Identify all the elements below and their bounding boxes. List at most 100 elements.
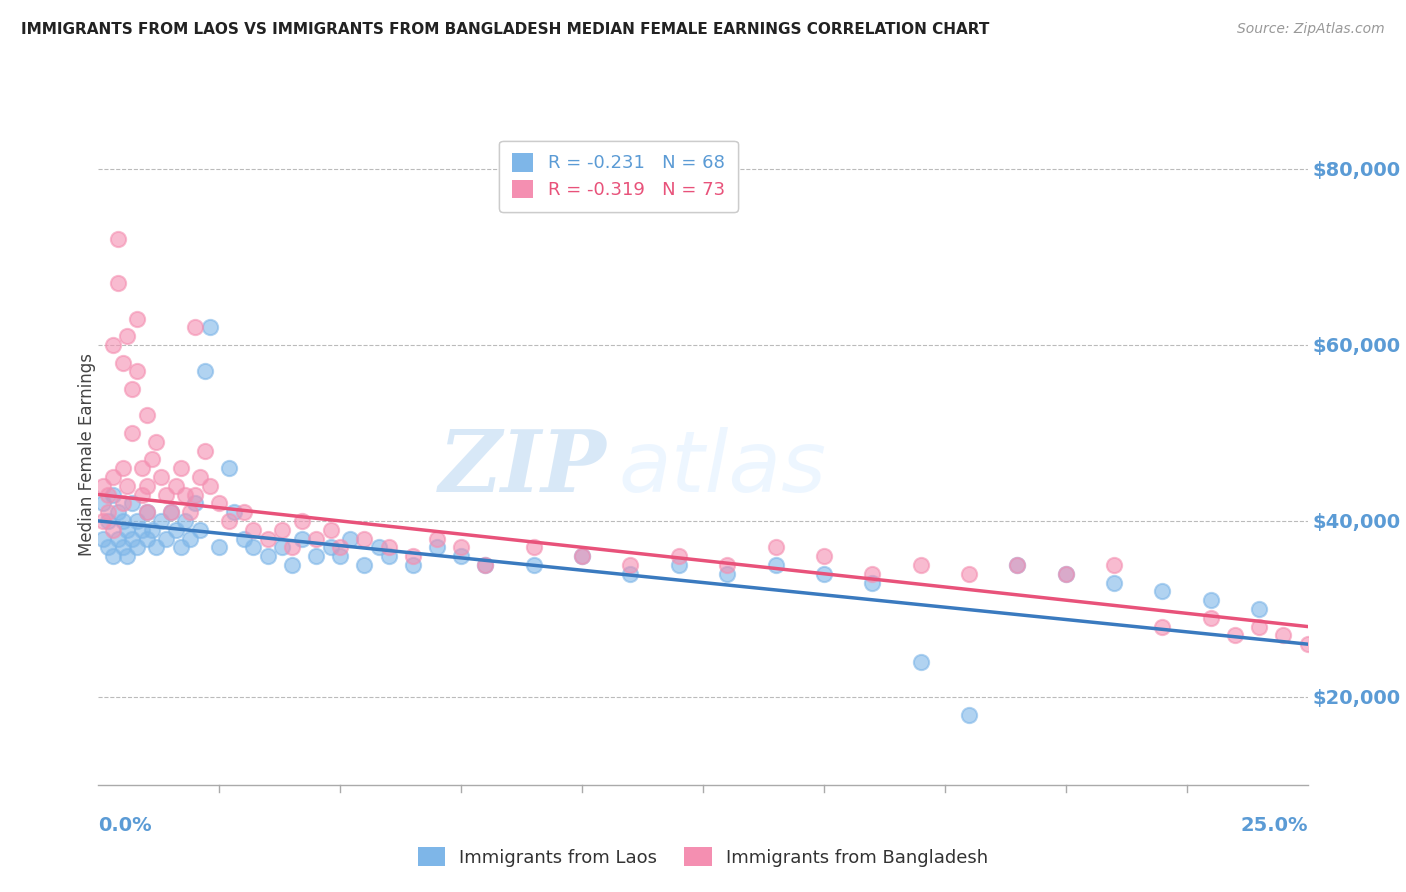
Point	[329, 549, 352, 563]
Point	[111, 514, 134, 528]
Point	[860, 575, 883, 590]
Point	[1249, 602, 1271, 616]
Text: atlas: atlas	[619, 426, 827, 509]
Point	[150, 470, 173, 484]
Point	[131, 487, 153, 501]
Point	[145, 434, 167, 449]
Point	[1199, 593, 1222, 607]
Point	[339, 532, 361, 546]
Point	[668, 549, 690, 563]
Point	[716, 558, 738, 572]
Point	[145, 541, 167, 555]
Point	[135, 409, 157, 423]
Point	[426, 541, 449, 555]
Point	[232, 532, 254, 546]
Point	[377, 541, 399, 555]
Point	[271, 541, 294, 555]
Point	[91, 532, 114, 546]
Point	[194, 443, 217, 458]
Point	[208, 496, 231, 510]
Point	[107, 232, 129, 246]
Point	[1007, 558, 1029, 572]
Point	[111, 355, 134, 369]
Point	[91, 496, 114, 510]
Point	[155, 532, 177, 546]
Point	[188, 470, 211, 484]
Point	[1152, 584, 1174, 599]
Point	[474, 558, 496, 572]
Point	[131, 523, 153, 537]
Point	[222, 505, 245, 519]
Point	[107, 532, 129, 546]
Point	[242, 541, 264, 555]
Point	[402, 549, 425, 563]
Point	[101, 470, 124, 484]
Point	[910, 655, 932, 669]
Point	[957, 566, 980, 581]
Point	[353, 558, 375, 572]
Point	[160, 505, 183, 519]
Text: IMMIGRANTS FROM LAOS VS IMMIGRANTS FROM BANGLADESH MEDIAN FEMALE EARNINGS CORREL: IMMIGRANTS FROM LAOS VS IMMIGRANTS FROM …	[21, 22, 990, 37]
Y-axis label: Median Female Earnings: Median Female Earnings	[79, 353, 96, 557]
Point	[619, 558, 641, 572]
Point	[271, 523, 294, 537]
Point	[450, 549, 472, 563]
Point	[165, 523, 187, 537]
Point	[111, 541, 134, 555]
Point	[242, 523, 264, 537]
Point	[571, 549, 593, 563]
Point	[1223, 628, 1246, 642]
Point	[1152, 619, 1174, 633]
Point	[281, 541, 304, 555]
Point	[117, 479, 139, 493]
Point	[97, 514, 120, 528]
Point	[91, 514, 114, 528]
Point	[218, 514, 240, 528]
Point	[319, 523, 342, 537]
Point	[117, 329, 139, 343]
Text: ZIP: ZIP	[439, 426, 606, 510]
Point	[121, 532, 143, 546]
Point	[160, 505, 183, 519]
Point	[101, 487, 124, 501]
Point	[198, 479, 221, 493]
Point	[127, 514, 149, 528]
Point	[101, 338, 124, 352]
Point	[256, 532, 278, 546]
Point	[281, 558, 304, 572]
Point	[256, 549, 278, 563]
Legend: R = -0.231   N = 68, R = -0.319   N = 73: R = -0.231 N = 68, R = -0.319 N = 73	[499, 141, 738, 211]
Point	[716, 566, 738, 581]
Point	[571, 549, 593, 563]
Point	[111, 496, 134, 510]
Point	[1296, 637, 1319, 651]
Point	[127, 311, 149, 326]
Point	[121, 425, 143, 440]
Point	[668, 558, 690, 572]
Point	[619, 566, 641, 581]
Point	[860, 566, 883, 581]
Point	[523, 541, 546, 555]
Point	[377, 549, 399, 563]
Point	[121, 496, 143, 510]
Point	[1102, 575, 1125, 590]
Point	[1249, 619, 1271, 633]
Point	[141, 452, 163, 467]
Point	[131, 461, 153, 475]
Point	[179, 532, 201, 546]
Point	[290, 532, 312, 546]
Point	[184, 496, 207, 510]
Point	[97, 505, 120, 519]
Point	[426, 532, 449, 546]
Point	[179, 505, 201, 519]
Point	[329, 541, 352, 555]
Point	[402, 558, 425, 572]
Point	[198, 320, 221, 334]
Point	[101, 549, 124, 563]
Text: 0.0%: 0.0%	[98, 816, 152, 835]
Point	[135, 532, 157, 546]
Point	[97, 487, 120, 501]
Point	[135, 505, 157, 519]
Point	[1102, 558, 1125, 572]
Point	[319, 541, 342, 555]
